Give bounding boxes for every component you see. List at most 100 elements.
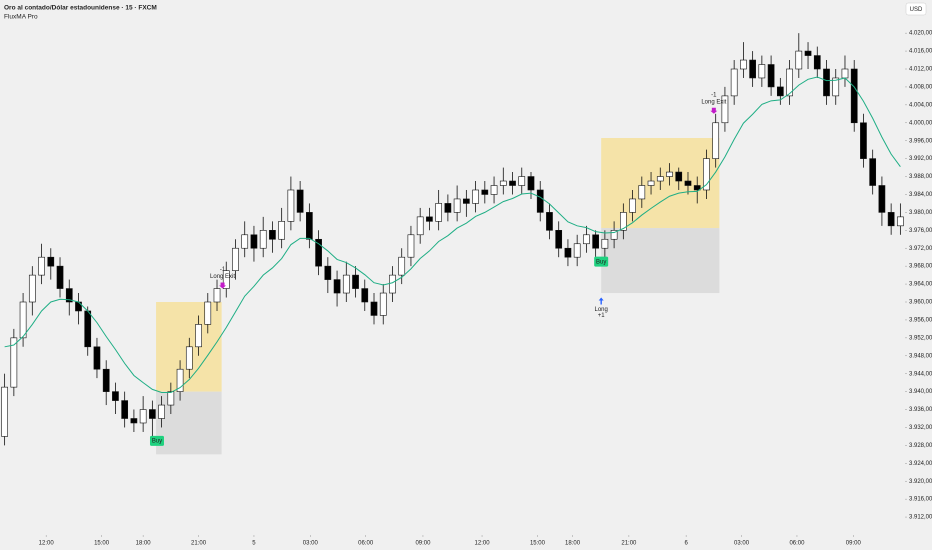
candle-body — [878, 185, 886, 213]
candle-body — [149, 409, 156, 419]
candle-body — [481, 189, 489, 195]
y-tick-label: 3.976,00 — [909, 228, 932, 234]
y-tick-label: 3.916,00 — [909, 497, 932, 503]
trade-qty: -1 — [711, 92, 717, 98]
candle-body — [490, 185, 498, 195]
candle-body — [379, 292, 387, 316]
candle-body — [158, 404, 165, 419]
candle-body — [56, 265, 64, 289]
x-tick-label: 09:00 — [846, 541, 862, 547]
y-tick-label: 3.928,00 — [909, 443, 932, 449]
candle-body — [296, 189, 304, 213]
indicator-name: FluxMA Pro — [4, 14, 38, 21]
y-tick-label: 3.960,00 — [909, 300, 932, 306]
candle-body — [897, 216, 904, 227]
candle-body — [703, 158, 710, 191]
x-tick-label: 18:00 — [565, 541, 581, 547]
y-tick-label: 3.924,00 — [909, 461, 932, 467]
trade-label: Long — [594, 307, 607, 313]
candle-body — [324, 265, 332, 280]
y-tick-label: 3.932,00 — [909, 425, 932, 431]
candle-body — [638, 185, 646, 200]
candle-body — [472, 189, 479, 204]
candle-body — [416, 216, 424, 236]
y-tick-label: 3.972,00 — [909, 246, 932, 252]
candle-body — [841, 68, 849, 79]
candle-body — [398, 256, 406, 276]
candle-body — [693, 185, 701, 191]
candle-body — [315, 238, 322, 267]
candle-body — [19, 301, 27, 339]
candle-body — [832, 77, 840, 97]
exit-arrow — [710, 107, 718, 114]
candle-body — [435, 203, 442, 222]
candle-body — [176, 368, 184, 392]
candle-body — [749, 59, 756, 79]
candle-body — [306, 212, 313, 240]
candle-body — [823, 68, 830, 97]
candle-body — [222, 270, 230, 289]
candle-body — [675, 171, 683, 182]
y-tick-label: 4.004,00 — [909, 102, 932, 108]
currency-box[interactable] — [905, 2, 927, 16]
candle-body — [75, 301, 82, 312]
chart-title: Oro al contado/Dólar estadounidense · 15… — [4, 5, 157, 12]
ma-line — [4, 76, 901, 394]
candle-body — [102, 368, 110, 392]
candle-body — [712, 122, 720, 159]
candle-body — [232, 247, 239, 271]
x-tick-label: 12:00 — [475, 541, 491, 547]
candle-body — [536, 189, 544, 213]
candle-body — [795, 50, 803, 70]
candle-body — [619, 212, 627, 231]
candle-body — [555, 230, 563, 249]
y-tick-label: 3.920,00 — [909, 479, 932, 485]
candle-body — [666, 171, 673, 177]
candle-body — [167, 391, 175, 406]
candle-body — [463, 198, 470, 204]
stop-zone — [601, 228, 720, 294]
candle-body — [1, 386, 8, 437]
candle-body — [869, 158, 877, 186]
candle-body — [93, 346, 101, 370]
buy-signal-label: Buy — [152, 438, 162, 444]
candle-body — [361, 288, 369, 303]
y-tick-label: 4.008,00 — [909, 85, 932, 91]
candle-body — [342, 274, 350, 294]
candle-body — [592, 234, 599, 249]
candle-body — [269, 230, 276, 240]
currency[interactable]: USD — [910, 7, 923, 13]
x-tick-label: 12:00 — [39, 541, 55, 547]
candle-body — [776, 86, 784, 97]
y-tick-label: 3.956,00 — [909, 318, 932, 324]
y-tick-label: 3.992,00 — [909, 156, 932, 162]
candle-body — [786, 68, 793, 97]
candle-body — [860, 122, 867, 159]
candle-body — [656, 176, 664, 182]
trade-label: Long Exit — [210, 274, 235, 280]
candle-body — [721, 95, 729, 124]
exit-arrow — [219, 282, 227, 289]
candle-body — [887, 212, 895, 227]
candle-body — [546, 212, 553, 231]
candle-body — [47, 256, 55, 267]
candle-body — [758, 64, 766, 79]
buy-signal-label: Buy — [596, 259, 606, 265]
candle-body — [407, 234, 415, 258]
buy-signal — [594, 256, 609, 267]
candle-body — [389, 274, 396, 294]
y-tick-label: 4.016,00 — [909, 49, 932, 55]
y-tick-label: 3.964,00 — [909, 282, 932, 288]
candle-body — [509, 180, 516, 186]
x-tick-label: 03:00 — [303, 541, 319, 547]
candle-body — [804, 50, 812, 56]
candle-body — [65, 288, 73, 303]
y-tick-label: 4.020,00 — [909, 31, 932, 37]
y-tick-label: 3.912,00 — [909, 515, 932, 521]
x-tick-label: 6 — [684, 541, 688, 547]
candle-body — [278, 221, 286, 240]
candle-body — [767, 64, 775, 88]
candle-body — [213, 288, 221, 303]
stop-zone — [156, 391, 222, 455]
candle-body — [426, 216, 433, 222]
